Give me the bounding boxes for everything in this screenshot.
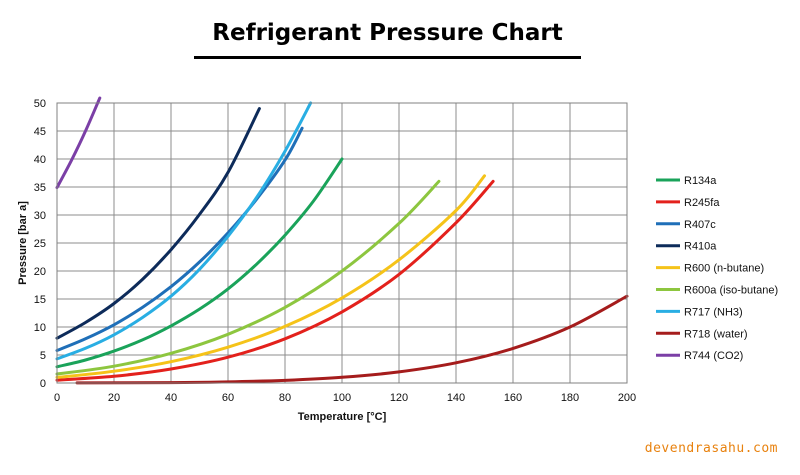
x-tick-label: 160 <box>504 392 522 404</box>
series-line-r407c <box>55 126 304 352</box>
chart-title: Refrigerant Pressure Chart <box>212 20 563 46</box>
legend-label: R245fa <box>684 197 720 209</box>
legend-label: R717 (NH3) <box>684 306 743 318</box>
y-tick-label: 5 <box>40 350 46 362</box>
series-line-r717-nh3 <box>55 101 313 361</box>
title-underline <box>194 56 581 59</box>
y-tick-label: 20 <box>34 266 46 278</box>
legend-item-r410a: R410a <box>656 241 717 253</box>
y-tick-labels: 0 5 10 15 20 25 30 35 40 45 50 <box>34 98 46 390</box>
legend-item-r134a: R134a <box>656 175 717 187</box>
y-tick-label: 10 <box>34 322 46 334</box>
legend-item-r600-n-butane: R600 (n-butane) <box>656 263 764 275</box>
series-line-r600a-iso-butane <box>55 179 441 376</box>
legend-label: R134a <box>684 175 717 187</box>
x-tick-label: 140 <box>447 392 465 404</box>
legend-label: R718 (water) <box>684 328 748 340</box>
y-axis-label: Pressure [bar a] <box>17 201 29 285</box>
legend-item-r718-water: R718 (water) <box>656 328 748 340</box>
y-tick-label: 50 <box>34 98 46 110</box>
series-line-r600-n-butane <box>55 174 486 379</box>
legend-item-r600a-iso-butane: R600a (iso-butane) <box>656 285 778 297</box>
legend-item-r744-co2: R744 (CO2) <box>656 350 743 362</box>
x-axis-label: Temperature [°C] <box>298 411 387 423</box>
legend-item-r407c: R407c <box>656 219 716 231</box>
x-tick-label: 120 <box>390 392 408 404</box>
y-tick-label: 30 <box>34 210 46 222</box>
series-line-r718-water <box>75 294 629 385</box>
legend-label: R410a <box>684 241 717 253</box>
x-tick-label: 100 <box>333 392 351 404</box>
y-tick-label: 35 <box>34 182 46 194</box>
y-tick-label: 25 <box>34 238 46 250</box>
y-tick-label: 45 <box>34 126 46 138</box>
legend-label: R407c <box>684 219 716 231</box>
series-line-r744-co2 <box>55 96 102 190</box>
y-tick-label: 40 <box>34 154 46 166</box>
x-tick-label: 180 <box>561 392 579 404</box>
x-tick-label: 0 <box>54 392 60 404</box>
x-tick-label: 80 <box>279 392 291 404</box>
plot-border <box>56 102 628 384</box>
series-line-r410a <box>55 107 261 340</box>
series-line-r245fa <box>55 179 495 382</box>
legend-label: R744 (CO2) <box>684 350 743 362</box>
legend: R134a R245fa R407c R410a R600 (n-butane) R600… <box>656 175 778 362</box>
x-tick-label: 60 <box>222 392 234 404</box>
series-lines <box>55 96 629 385</box>
watermark: devendrasahu.com <box>644 441 778 456</box>
x-tick-label: 200 <box>618 392 636 404</box>
series-line-r134a <box>55 157 344 369</box>
legend-label: R600 (n-butane) <box>684 263 764 275</box>
legend-item-r245fa: R245fa <box>656 197 720 209</box>
x-tick-labels: 0 20 40 60 80 100 120 140 160 180 200 <box>54 392 636 404</box>
x-tick-label: 20 <box>108 392 120 404</box>
y-tick-label: 15 <box>34 294 46 306</box>
legend-label: R600a (iso-butane) <box>684 285 778 297</box>
legend-item-r717-nh3: R717 (NH3) <box>656 306 743 318</box>
x-tick-label: 40 <box>165 392 177 404</box>
y-tick-label: 0 <box>40 378 46 390</box>
